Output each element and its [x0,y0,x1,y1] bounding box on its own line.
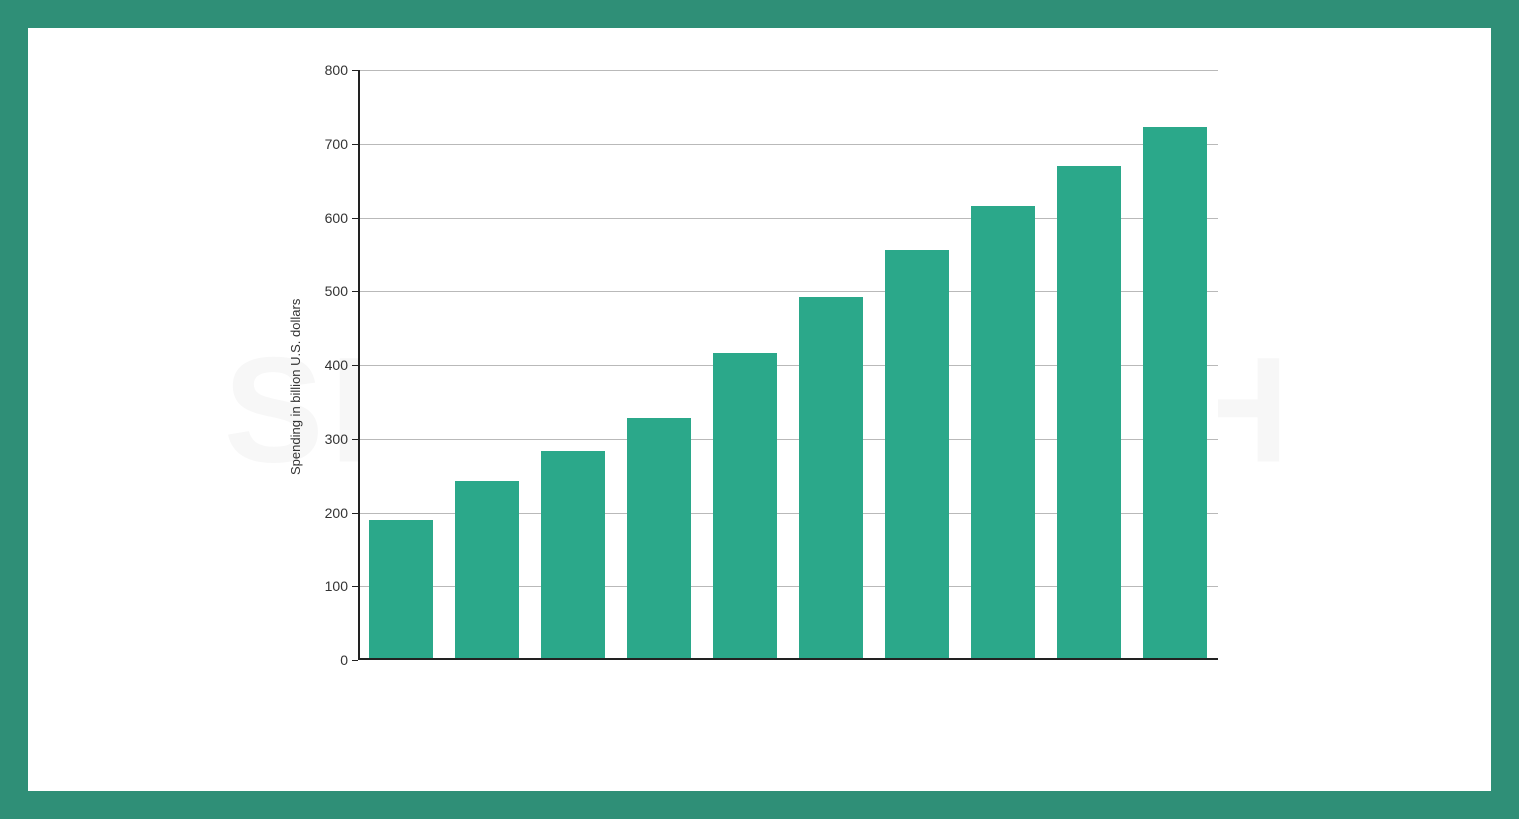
bar [1057,166,1121,660]
y-axis-label: Spending in billion U.S. dollars [288,299,303,475]
bar [713,353,777,660]
bar [369,520,433,660]
y-tick-mark [352,513,358,514]
x-axis-line [358,658,1218,660]
bar [627,418,691,660]
y-tick-mark [352,70,358,71]
y-tick-label: 700 [306,136,348,152]
y-tick-label: 100 [306,578,348,594]
y-tick-mark [352,144,358,145]
y-tick-label: 600 [306,210,348,226]
y-tick-mark [352,365,358,366]
bar [541,451,605,660]
y-tick-label: 300 [306,431,348,447]
y-tick-mark [352,291,358,292]
y-tick-label: 0 [306,652,348,668]
outer-frame: SILVERBIRCH Spending in billion U.S. dol… [0,0,1519,819]
chart-panel: SILVERBIRCH Spending in billion U.S. dol… [28,28,1491,791]
y-tick-label: 400 [306,357,348,373]
bar [1143,127,1207,660]
plot-area [358,70,1218,660]
y-tick-label: 500 [306,283,348,299]
y-tick-mark [352,439,358,440]
bar [799,297,863,660]
bar [455,481,519,660]
y-tick-mark [352,660,358,661]
y-tick-mark [352,586,358,587]
y-tick-mark [352,218,358,219]
y-axis-line [358,70,360,660]
bar-chart: Spending in billion U.S. dollars 0 100 200… [28,28,1491,791]
bar [885,250,949,660]
bar [971,206,1035,660]
y-tick-label: 200 [306,505,348,521]
y-tick-label: 800 [306,62,348,78]
bars-container [358,70,1218,660]
